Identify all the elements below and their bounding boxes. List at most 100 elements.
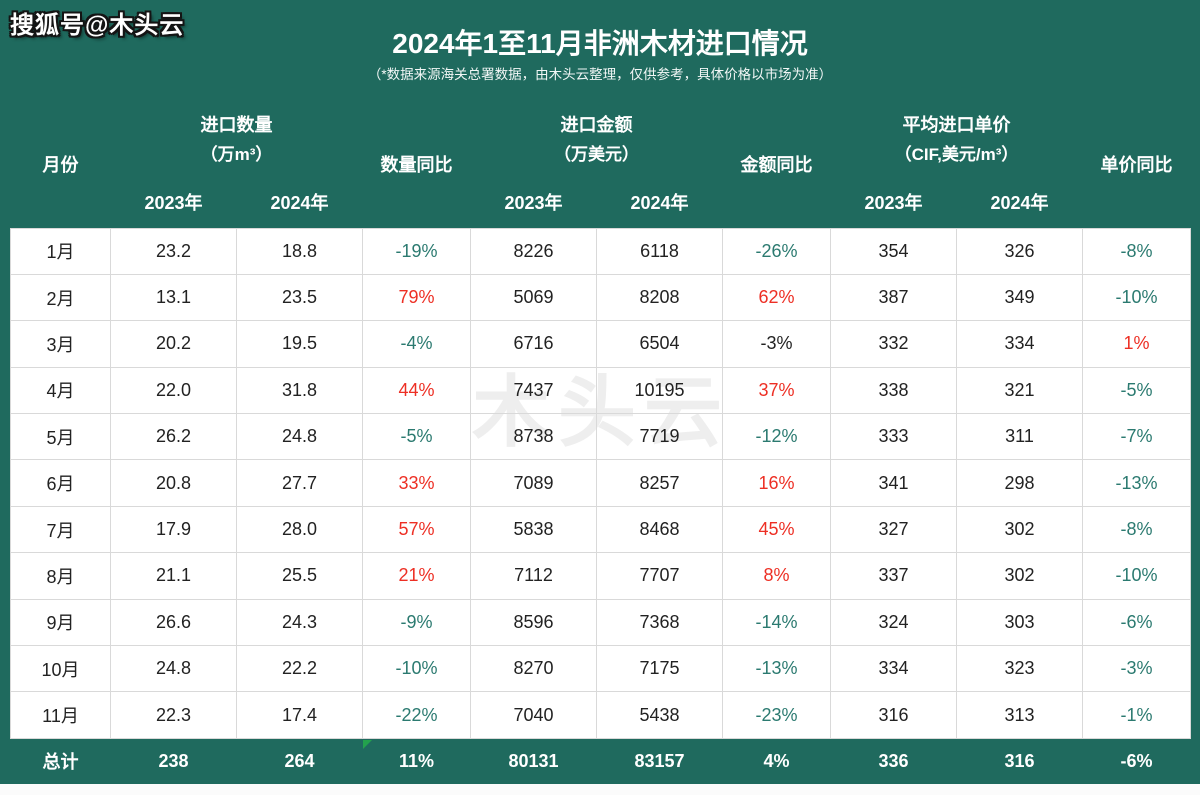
- data-cell: -8%: [1082, 505, 1192, 554]
- group-header-row: 月份 进口数量 （万m³） 数量同比 进口金额 （万美元） 金额同比 平均进口单…: [11, 100, 1191, 176]
- month-cell: 9月: [10, 598, 111, 647]
- data-cell: 33%: [362, 459, 471, 507]
- header-year: 2024年: [630, 192, 689, 213]
- header-price-yoy: 单价同比: [1100, 154, 1173, 175]
- data-cell: 25.5: [236, 552, 363, 600]
- data-cell: 21%: [362, 552, 471, 600]
- data-cell: 6504: [596, 320, 723, 368]
- data-cell: 16%: [722, 459, 831, 507]
- table-row: 1月 23.2 18.8 -19% 8226 6118 -26% 354 326 -8%: [10, 227, 1192, 275]
- header-amount-unit: （万美元）: [554, 145, 639, 164]
- header-qty-unit: （万m³）: [200, 145, 273, 164]
- total-cell: 4%: [722, 738, 831, 784]
- data-cell: 17.4: [236, 691, 363, 739]
- table-row: 7月 17.9 28.0 57% 5838 8468 45% 327 302 -8%: [10, 505, 1192, 554]
- data-cell: 334: [830, 645, 957, 693]
- data-cell: 337: [830, 552, 957, 600]
- data-cell: 18.8: [236, 227, 363, 275]
- total-cell: 238: [110, 738, 237, 784]
- data-cell: 349: [955, 273, 1084, 322]
- month-cell: 1月: [10, 227, 111, 275]
- data-cell: 10195: [596, 366, 723, 415]
- data-cell: 21.1: [110, 552, 237, 600]
- data-cell: -5%: [362, 413, 471, 461]
- data-cell: 24.8: [110, 645, 237, 693]
- total-cell: 336: [830, 738, 957, 784]
- data-cell: 8208: [596, 273, 723, 322]
- data-cell: 341: [830, 459, 957, 507]
- data-cell: 23.5: [236, 273, 363, 322]
- header-year: 2023年: [864, 192, 923, 213]
- total-cell: 80131: [470, 738, 597, 784]
- bottom-margin-strip: [0, 784, 1200, 795]
- data-cell: 7175: [596, 645, 723, 693]
- data-cell: 333: [830, 413, 957, 461]
- data-cell: -14%: [722, 598, 831, 647]
- data-cell: 26.2: [110, 413, 237, 461]
- year-header-row: 2023年 2024年 2023年 2024年 2023年 2024年: [11, 176, 1191, 228]
- data-cell: -13%: [722, 645, 831, 693]
- data-cell: 8257: [596, 459, 723, 507]
- data-cell: 45%: [722, 505, 831, 554]
- data-cell: 24.3: [236, 598, 363, 647]
- data-cell: 327: [830, 505, 957, 554]
- data-cell: -26%: [722, 227, 831, 275]
- data-cell: 31.8: [236, 366, 363, 415]
- data-cell: -3%: [722, 320, 831, 368]
- month-cell: 3月: [10, 320, 111, 368]
- data-cell: 19.5: [236, 320, 363, 368]
- data-cell: -9%: [362, 598, 471, 647]
- data-cell: 5838: [470, 505, 597, 554]
- data-cell: 323: [955, 645, 1084, 693]
- data-cell: 13.1: [110, 273, 237, 322]
- data-cell: -7%: [1082, 413, 1192, 461]
- data-cell: -6%: [1082, 598, 1192, 647]
- data-cell: -23%: [722, 691, 831, 739]
- data-cell: -10%: [1082, 273, 1192, 322]
- data-cell: 62%: [722, 273, 831, 322]
- page-subtitle: （*数据来源海关总署数据，由木头云整理，仅供参考，具体价格以市场为准）: [367, 67, 833, 82]
- header-qty-yoy: 数量同比: [380, 154, 453, 175]
- data-cell: 26.6: [110, 598, 237, 647]
- data-cell: 20.8: [110, 459, 237, 507]
- data-cell: 313: [955, 691, 1084, 739]
- table-row: 11月 22.3 17.4 -22% 7040 5438 -23% 316 313 -1%: [10, 691, 1192, 739]
- month-cell: 10月: [10, 645, 111, 693]
- data-cell: -10%: [1082, 552, 1192, 600]
- data-cell: 1%: [1082, 320, 1192, 368]
- data-cell: 37%: [722, 366, 831, 415]
- data-cell: 79%: [362, 273, 471, 322]
- data-cell: 7040: [470, 691, 597, 739]
- total-row: 总计 238 264 11% 80131 83157 4% 336 316 -6…: [10, 738, 1191, 784]
- sohu-account-watermark: 搜狐号@木头云: [10, 12, 185, 39]
- table-row: 6月 20.8 27.7 33% 7089 8257 16% 341 298 -13%: [10, 459, 1192, 507]
- data-cell: -5%: [1082, 366, 1192, 415]
- data-cell: 7719: [596, 413, 723, 461]
- data-cell: -8%: [1082, 227, 1192, 275]
- header-price-label: 平均进口单价: [902, 115, 1011, 135]
- table-row: 9月 26.6 24.3 -9% 8596 7368 -14% 324 303 -6%: [10, 598, 1192, 647]
- table-row: 3月 20.2 19.5 -4% 6716 6504 -3% 332 334 1%: [10, 320, 1192, 368]
- data-cell: 44%: [362, 366, 471, 415]
- table-row: 8月 21.1 25.5 21% 7112 7707 8% 337 302 -10%: [10, 552, 1192, 600]
- data-cell: 24.8: [236, 413, 363, 461]
- data-cell: 298: [955, 459, 1084, 507]
- data-cell: 338: [830, 366, 957, 415]
- data-cell: -4%: [362, 320, 471, 368]
- data-cell: 28.0: [236, 505, 363, 554]
- data-cell: 321: [955, 366, 1084, 415]
- month-cell: 8月: [10, 552, 111, 600]
- month-cell: 7月: [10, 505, 111, 554]
- data-cell: 27.7: [236, 459, 363, 507]
- data-cell: 5069: [470, 273, 597, 322]
- data-cell: 23.2: [110, 227, 237, 275]
- data-cell: 20.2: [110, 320, 237, 368]
- data-cell: 311: [955, 413, 1084, 461]
- header-qty-group: 进口数量 （万m³）: [111, 100, 363, 176]
- month-cell: 2月: [10, 273, 111, 322]
- header-price-unit: （CIF,美元/m³）: [894, 145, 1019, 164]
- header-year: 2024年: [990, 192, 1049, 213]
- data-cell: 6118: [596, 227, 723, 275]
- data-cell: 57%: [362, 505, 471, 554]
